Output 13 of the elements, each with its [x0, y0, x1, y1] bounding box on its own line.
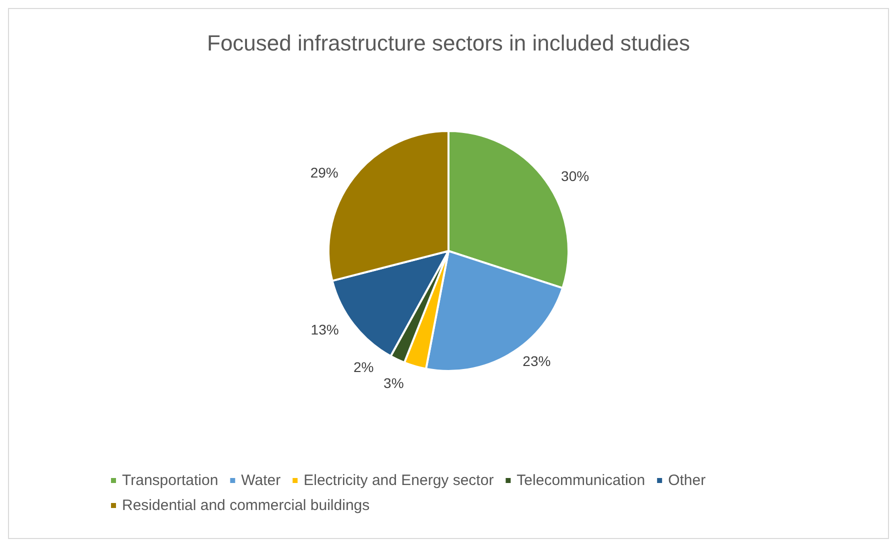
data-label: 3% [384, 374, 404, 391]
data-label: 13% [310, 321, 339, 338]
legend-label: Electricity and Energy sector [304, 472, 494, 489]
data-label: 2% [353, 358, 374, 375]
legend-label: Transportation [122, 472, 218, 489]
data-label: 29% [310, 164, 338, 181]
data-label: 30% [561, 168, 590, 184]
legend-label: Telecommunication [516, 472, 646, 489]
legend-label: Other [668, 472, 706, 489]
data-label: 23% [522, 353, 551, 370]
chart-title: Focused infrastructure sectors in included studies [206, 30, 690, 56]
legend-label: Residential and commercial buildings [122, 497, 370, 514]
legend-label: Water [241, 472, 281, 489]
